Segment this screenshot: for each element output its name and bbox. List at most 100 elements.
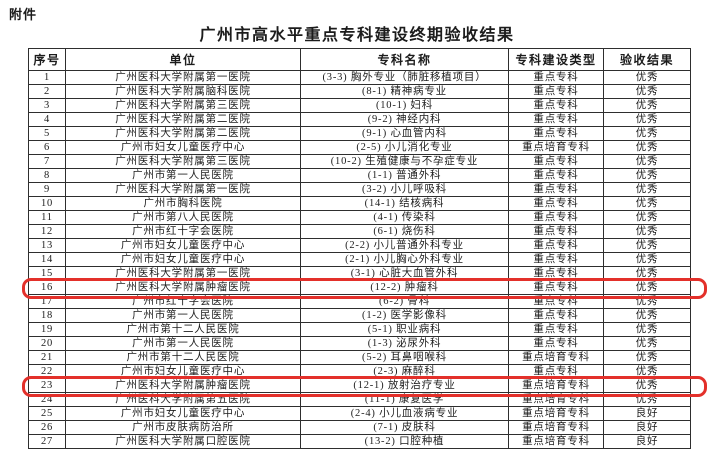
unit-cell: 广州医科大学附属第五医院 [65, 392, 301, 407]
row-number-cell: 22 [28, 364, 66, 379]
result-cell: 优秀 [603, 224, 691, 239]
row-number-cell: 24 [28, 392, 66, 407]
unit-cell: 广州市红十字会医院 [65, 224, 301, 239]
column-header-2: 专科名称 [300, 48, 509, 71]
specialty-cell: (12-2) 肿瘤科 [300, 280, 509, 295]
result-cell: 优秀 [603, 392, 691, 407]
result-cell: 优秀 [603, 112, 691, 127]
row-number-cell: 16 [28, 280, 66, 295]
page-title: 广州市高水平重点专科建设终期验收结果 [199, 27, 515, 44]
table-row: 14 广州市妇女儿童医疗中心 (2-1) 小儿胸心外科专业 重点专科 优秀 [28, 252, 691, 267]
table-row: 3 广州医科大学附属第三医院 (10-1) 妇科 重点专科 优秀 [28, 98, 691, 113]
type-cell: 重点专科 [508, 70, 604, 85]
row-number-cell: 10 [28, 196, 66, 211]
result-cell: 优秀 [603, 70, 691, 85]
specialty-cell: (2-4) 小儿血液病专业 [300, 406, 509, 421]
table-row: 15 广州医科大学附属第一医院 (3-1) 心脏大血管外科 重点专科 优秀 [28, 266, 691, 281]
type-cell: 重点培育专科 [508, 434, 604, 449]
table-row: 23 广州医科大学附属肿瘤医院 (12-1) 放射治疗专业 重点培育专科 优秀 [28, 378, 691, 393]
unit-cell: 广州市胸科医院 [65, 196, 301, 211]
specialty-cell: (7-1) 皮肤科 [300, 420, 509, 435]
unit-cell: 广州市妇女儿童医疗中心 [65, 252, 301, 267]
specialty-cell: (9-1) 心血管内科 [300, 126, 509, 141]
row-number-cell: 17 [28, 294, 66, 309]
row-number-cell: 5 [28, 126, 66, 141]
result-cell: 优秀 [603, 350, 691, 365]
type-cell: 重点专科 [508, 98, 604, 113]
unit-cell: 广州医科大学附属第三医院 [65, 98, 301, 113]
column-header-3: 专科建设类型 [508, 48, 604, 71]
specialty-cell: (2-1) 小儿胸心外科专业 [300, 252, 509, 267]
result-cell: 良好 [603, 406, 691, 421]
specialty-cell: (12-1) 放射治疗专业 [300, 378, 509, 393]
row-number-cell: 18 [28, 308, 66, 323]
specialty-cell: (2-5) 小儿消化专业 [300, 140, 509, 155]
unit-cell: 广州市妇女儿童医疗中心 [65, 364, 301, 379]
row-number-cell: 3 [28, 98, 66, 113]
results-table: 序号 单位 专科名称 专科建设类型 验收结果 1 广州医科大学附属第一医院 (3-3) 胸外… [28, 48, 691, 449]
type-cell: 重点专科 [508, 168, 604, 183]
specialty-cell: (3-2) 小儿呼吸科 [300, 182, 509, 197]
specialty-cell: (2-3) 麻醉科 [300, 364, 509, 379]
unit-cell: 广州市第十二人民医院 [65, 322, 301, 337]
result-cell: 良好 [603, 434, 691, 449]
type-cell: 重点专科 [508, 322, 604, 337]
table-row: 22 广州市妇女儿童医疗中心 (2-3) 麻醉科 重点专科 优秀 [28, 364, 691, 379]
result-cell: 优秀 [603, 238, 691, 253]
type-cell: 重点专科 [508, 364, 604, 379]
unit-cell: 广州市第八人民医院 [65, 210, 301, 225]
result-cell: 优秀 [603, 364, 691, 379]
specialty-cell: (10-2) 生殖健康与不孕症专业 [300, 154, 509, 169]
table-row: 8 广州市第一人民医院 (1-1) 普通外科 重点专科 优秀 [28, 168, 691, 183]
unit-cell: 广州医科大学附属第一医院 [65, 182, 301, 197]
row-number-cell: 27 [28, 434, 66, 449]
unit-cell: 广州市第一人民医院 [65, 168, 301, 183]
table-row: 9 广州医科大学附属第一医院 (3-2) 小儿呼吸科 重点专科 优秀 [28, 182, 691, 197]
row-number-cell: 20 [28, 336, 66, 351]
type-cell: 重点专科 [508, 238, 604, 253]
unit-cell: 广州市皮肤病防治所 [65, 420, 301, 435]
specialty-cell: (10-1) 妇科 [300, 98, 509, 113]
type-cell: 重点专科 [508, 224, 604, 239]
table-row: 4 广州医科大学附属第二医院 (9-2) 神经内科 重点专科 优秀 [28, 112, 691, 127]
row-number-cell: 15 [28, 266, 66, 281]
result-cell: 优秀 [603, 266, 691, 281]
specialty-cell: (13-2) 口腔种植 [300, 434, 509, 449]
row-number-cell: 4 [28, 112, 66, 127]
row-number-cell: 12 [28, 224, 66, 239]
type-cell: 重点培育专科 [508, 406, 604, 421]
table-row: 26 广州市皮肤病防治所 (7-1) 皮肤科 重点培育专科 良好 [28, 420, 691, 435]
table-row: 20 广州市第一人民医院 (1-3) 泌尿外科 重点专科 优秀 [28, 336, 691, 351]
result-cell: 优秀 [603, 196, 691, 211]
type-cell: 重点培育专科 [508, 392, 604, 407]
row-number-cell: 2 [28, 84, 66, 99]
type-cell: 重点专科 [508, 210, 604, 225]
specialty-cell: (8-1) 精神病专业 [300, 84, 509, 99]
table-row: 18 广州市第一人民医院 (1-2) 医学影像科 重点专科 优秀 [28, 308, 691, 323]
row-number-cell: 8 [28, 168, 66, 183]
column-header-4: 验收结果 [603, 48, 691, 71]
specialty-cell: (5-1) 职业病科 [300, 322, 509, 337]
unit-cell: 广州医科大学附属肿瘤医院 [65, 280, 301, 295]
specialty-cell: (6-1) 烧伤科 [300, 224, 509, 239]
table-row: 6 广州市妇女儿童医疗中心 (2-5) 小儿消化专业 重点培育专科 优秀 [28, 140, 691, 155]
result-cell: 优秀 [603, 140, 691, 155]
type-cell: 重点专科 [508, 252, 604, 267]
specialty-cell: (1-3) 泌尿外科 [300, 336, 509, 351]
table-header-row: 序号 单位 专科名称 专科建设类型 验收结果 [28, 48, 691, 71]
attachment-label: 附件 [9, 7, 38, 22]
table-row: 13 广州市妇女儿童医疗中心 (2-2) 小儿普通外科专业 重点专科 优秀 [28, 238, 691, 253]
table-row: 12 广州市红十字会医院 (6-1) 烧伤科 重点专科 优秀 [28, 224, 691, 239]
type-cell: 重点专科 [508, 126, 604, 141]
type-cell: 重点专科 [508, 280, 604, 295]
type-cell: 重点专科 [508, 308, 604, 323]
unit-cell: 广州市第十二人民医院 [65, 350, 301, 365]
result-cell: 优秀 [603, 378, 691, 393]
unit-cell: 广州市第一人民医院 [65, 308, 301, 323]
table-row: 24 广州医科大学附属第五医院 (11-1) 康复医学 重点培育专科 优秀 [28, 392, 691, 407]
type-cell: 重点培育专科 [508, 420, 604, 435]
result-cell: 优秀 [603, 154, 691, 169]
row-number-cell: 1 [28, 70, 66, 85]
specialty-cell: (1-1) 普通外科 [300, 168, 509, 183]
